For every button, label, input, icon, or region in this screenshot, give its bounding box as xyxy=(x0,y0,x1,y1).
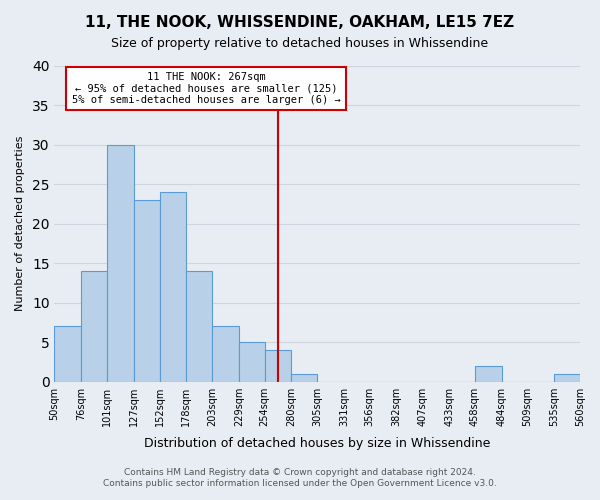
Text: 11, THE NOOK, WHISSENDINE, OAKHAM, LE15 7EZ: 11, THE NOOK, WHISSENDINE, OAKHAM, LE15 … xyxy=(85,15,515,30)
Bar xyxy=(187,271,212,382)
Text: 11 THE NOOK: 267sqm
← 95% of detached houses are smaller (125)
5% of semi-detach: 11 THE NOOK: 267sqm ← 95% of detached ho… xyxy=(71,72,340,105)
Bar xyxy=(134,200,160,382)
Bar xyxy=(160,192,187,382)
Bar xyxy=(212,326,239,382)
Bar xyxy=(81,271,107,382)
Bar xyxy=(265,350,292,382)
Bar xyxy=(107,144,134,382)
Text: Size of property relative to detached houses in Whissendine: Size of property relative to detached ho… xyxy=(112,38,488,51)
Text: Contains HM Land Registry data © Crown copyright and database right 2024.
Contai: Contains HM Land Registry data © Crown c… xyxy=(103,468,497,487)
Bar xyxy=(55,326,81,382)
X-axis label: Distribution of detached houses by size in Whissendine: Distribution of detached houses by size … xyxy=(144,437,490,450)
Bar xyxy=(239,342,265,382)
Bar xyxy=(475,366,502,382)
Bar xyxy=(554,374,580,382)
Y-axis label: Number of detached properties: Number of detached properties xyxy=(15,136,25,312)
Bar xyxy=(292,374,317,382)
